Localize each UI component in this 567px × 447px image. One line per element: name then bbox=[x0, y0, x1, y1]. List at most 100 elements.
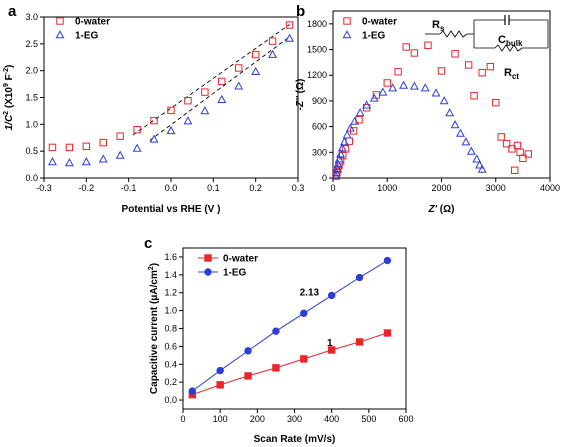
y-tick-label: 1500 bbox=[307, 45, 327, 55]
label-cbulk: Cbulk bbox=[498, 34, 523, 48]
panel-c: c 0 100 200 300 400 500 600 0.0 0.2 0.4 0.6 0.8 1.0 1.… bbox=[144, 235, 414, 445]
data-point bbox=[402, 43, 410, 51]
data-point bbox=[217, 94, 227, 103]
x-tick-label: 600 bbox=[398, 414, 413, 424]
data-point bbox=[378, 87, 388, 96]
series-line bbox=[191, 260, 388, 392]
data-point bbox=[383, 329, 392, 337]
data-point bbox=[272, 364, 280, 372]
data-point bbox=[355, 338, 364, 346]
panel-label-a: a bbox=[8, 3, 17, 20]
data-point bbox=[502, 140, 511, 148]
data-point bbox=[285, 21, 294, 29]
legend-label: 1-EG bbox=[362, 31, 386, 42]
y-axis-label-part: 9 bbox=[3, 83, 10, 87]
panel-b: b 0 1000 2000 3000 4000 0 300 600 900 1200 1500 1800… bbox=[295, 3, 560, 215]
data-point bbox=[470, 92, 478, 100]
data-point bbox=[216, 366, 224, 375]
label-rs-sub: s bbox=[440, 24, 445, 33]
y-tick-label: 0.2 bbox=[164, 377, 177, 387]
legend-label: 0-water bbox=[75, 17, 110, 28]
data-point bbox=[511, 166, 519, 174]
legend-marker bbox=[55, 30, 65, 39]
data-point bbox=[149, 134, 159, 143]
y-axis-label-part: ) bbox=[4, 65, 15, 68]
x-axis-label: Z' (Ω) bbox=[428, 204, 455, 215]
legend-marker bbox=[343, 17, 351, 25]
data-point bbox=[464, 61, 473, 69]
x-tick-label: 2000 bbox=[431, 183, 451, 193]
x-tick-label: 4000 bbox=[540, 183, 560, 193]
label-rct-main: R bbox=[504, 67, 512, 79]
y-tick-label: 1.2 bbox=[164, 288, 177, 298]
y-axis-label: 1/C2 (X109 F-2) bbox=[3, 65, 15, 131]
data-point bbox=[451, 50, 459, 58]
y-axis-label-part: 2 bbox=[3, 111, 10, 115]
series-0-water bbox=[332, 41, 532, 180]
data-point bbox=[201, 88, 209, 96]
label-rs-main: R bbox=[432, 19, 440, 31]
data-point bbox=[383, 256, 392, 265]
data-point bbox=[456, 128, 465, 137]
x-tick-label: -0.2 bbox=[79, 183, 95, 193]
data-point bbox=[492, 98, 500, 107]
series-1-EG bbox=[48, 33, 294, 167]
data-point bbox=[477, 164, 487, 173]
y-axis-label: -Z'' (Ω) bbox=[295, 79, 306, 111]
data-point bbox=[486, 62, 495, 71]
data-point bbox=[334, 154, 344, 163]
x-axis-label: Potential vs RHE (V ) bbox=[122, 204, 221, 215]
data-point bbox=[461, 137, 471, 146]
y-tick-label: 0.5 bbox=[25, 146, 38, 156]
y-tick-label: 0.0 bbox=[25, 173, 38, 183]
data-point bbox=[497, 133, 505, 141]
x-tick-label: 0 bbox=[180, 414, 185, 424]
data-point bbox=[65, 143, 74, 152]
label-rct: Rct bbox=[504, 67, 519, 81]
x-tick-label: 1000 bbox=[377, 183, 397, 193]
data-point bbox=[399, 80, 408, 89]
data-point bbox=[244, 372, 252, 380]
data-point bbox=[116, 132, 124, 140]
data-point bbox=[268, 37, 277, 45]
resistor-rct bbox=[494, 44, 523, 52]
legend-label: 0-water bbox=[223, 254, 258, 265]
data-point bbox=[81, 157, 91, 166]
x-tick-label: 200 bbox=[250, 414, 265, 424]
y-tick-label: 0.0 bbox=[164, 395, 177, 405]
data-point bbox=[431, 88, 441, 97]
data-point bbox=[516, 148, 524, 157]
series-0-water bbox=[48, 21, 294, 152]
data-point bbox=[437, 67, 446, 75]
resistor-rs bbox=[439, 30, 468, 38]
data-point bbox=[394, 68, 402, 76]
data-point bbox=[472, 154, 482, 163]
y-tick-label: 2.5 bbox=[25, 39, 38, 49]
y-tick-label: 3.0 bbox=[25, 12, 38, 22]
fit-line bbox=[132, 24, 290, 136]
y-tick-label: 1.5 bbox=[25, 93, 38, 103]
data-point bbox=[420, 83, 430, 92]
y-axis-label-part: F bbox=[4, 74, 15, 83]
x-axis-label: Scan Rate (mV/s) bbox=[254, 434, 336, 445]
data-point bbox=[332, 163, 342, 172]
y-tick-label: 900 bbox=[312, 96, 327, 106]
series-1-EG bbox=[188, 256, 392, 395]
data-point bbox=[285, 33, 294, 42]
data-point bbox=[439, 96, 449, 105]
y-tick-label: 1800 bbox=[307, 19, 327, 29]
legend-marker bbox=[204, 268, 212, 276]
data-point bbox=[327, 346, 336, 354]
data-point bbox=[339, 137, 349, 146]
data-point bbox=[524, 150, 532, 158]
panel-a: a -0.3 -0.2 -0.1 0.0 0.1 0.2 0.3 0.0 0.5 1.0 1.5 2.0… bbox=[3, 3, 304, 215]
data-point bbox=[218, 77, 226, 86]
data-point bbox=[251, 50, 260, 59]
data-point bbox=[244, 347, 252, 355]
data-point bbox=[336, 149, 346, 158]
y-tick-label: 0.6 bbox=[164, 341, 177, 351]
panel-label-b: b bbox=[296, 3, 305, 20]
x-tick-label: 500 bbox=[361, 414, 376, 424]
data-point bbox=[362, 100, 372, 109]
y-tick-label: 1200 bbox=[307, 70, 327, 80]
